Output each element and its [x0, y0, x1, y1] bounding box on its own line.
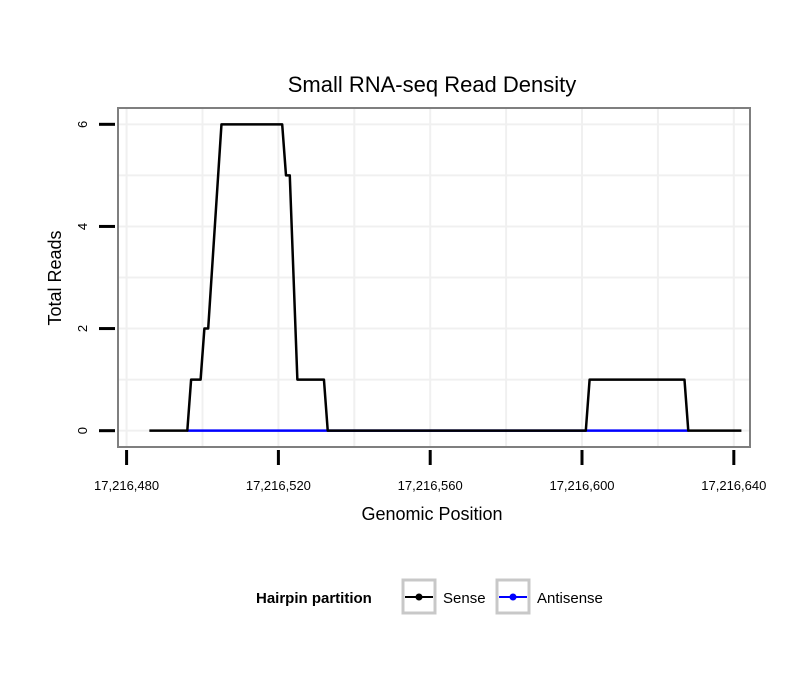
x-axis-label: Genomic Position	[361, 504, 502, 524]
x-tick-label: 17,216,520	[246, 478, 311, 493]
x-tick-label: 17,216,480	[94, 478, 159, 493]
x-tick-label: 17,216,600	[549, 478, 614, 493]
y-tick-label: 0	[75, 427, 90, 434]
chart-title: Small RNA-seq Read Density	[288, 72, 577, 97]
legend-label-antisense: Antisense	[537, 590, 603, 607]
x-tick-label: 17,216,640	[701, 478, 766, 493]
y-axis-label: Total Reads	[45, 230, 65, 325]
y-tick-label: 4	[75, 223, 90, 230]
series-lines	[149, 123, 742, 432]
x-tick-label: 17,216,560	[398, 478, 463, 493]
legend-dot-sense	[415, 593, 423, 601]
legend: Hairpin partition Sense Antisense	[256, 578, 603, 615]
legend-label-sense: Sense	[443, 590, 486, 607]
y-tick-label: 6	[75, 121, 90, 128]
y-tick-label: 2	[75, 325, 90, 332]
legend-title: Hairpin partition	[256, 590, 372, 607]
legend-item-antisense: Antisense	[495, 578, 603, 615]
series-line-sense	[149, 123, 742, 432]
legend-dot-antisense	[509, 593, 517, 601]
axis-ticks: 17,216,480 17,216,520 17,216,560 17,216,600…	[75, 121, 766, 493]
legend-item-sense: Sense	[401, 578, 486, 615]
